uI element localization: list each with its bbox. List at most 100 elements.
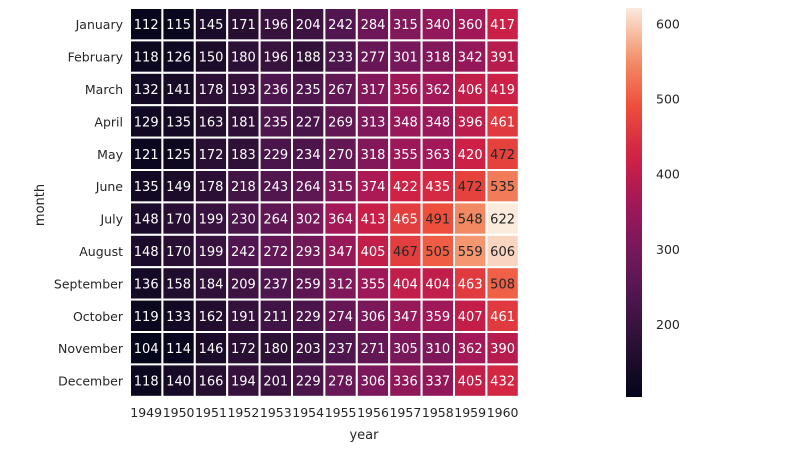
colorbar bbox=[626, 8, 642, 397]
cell-value-label: 306 bbox=[361, 375, 386, 390]
heatmap-cell bbox=[226, 39, 261, 74]
cell-value-label: 170 bbox=[166, 213, 191, 228]
cell-value-label: 209 bbox=[231, 277, 256, 292]
cell-value-label: 118 bbox=[134, 375, 159, 390]
cell-value-label: 293 bbox=[296, 245, 321, 260]
x-tick-label: 1957 bbox=[389, 405, 421, 420]
heatmap-cell bbox=[323, 71, 358, 107]
cell-value-label: 406 bbox=[458, 83, 483, 98]
heatmap-cell bbox=[485, 39, 520, 74]
cell-value-label: 404 bbox=[425, 277, 450, 292]
cell-value-label: 242 bbox=[231, 245, 256, 260]
cell-value-label: 170 bbox=[166, 245, 191, 260]
cell-value-label: 463 bbox=[458, 277, 483, 292]
cell-value-label: 236 bbox=[263, 83, 288, 98]
cell-value-label: 315 bbox=[393, 18, 418, 33]
heatmap-cell bbox=[388, 169, 423, 204]
y-tick-labels: January February March April May June July Augu… bbox=[54, 17, 124, 388]
x-tick-label: 1949 bbox=[130, 405, 162, 420]
cell-value-label: 465 bbox=[393, 213, 418, 228]
cell-value-label: 148 bbox=[134, 245, 159, 260]
cell-value-label: 359 bbox=[425, 310, 450, 325]
cell-value-label: 405 bbox=[361, 245, 386, 260]
cell-value-label: 336 bbox=[393, 375, 418, 390]
heatmap-cell bbox=[355, 298, 391, 334]
cell-value-label: 243 bbox=[263, 180, 288, 195]
x-tick-label: 1952 bbox=[227, 405, 259, 420]
heatmap-cell bbox=[323, 201, 358, 236]
y-tick-label: December bbox=[58, 374, 124, 389]
cell-value-label: 194 bbox=[231, 375, 256, 390]
cell-value-label: 259 bbox=[296, 277, 321, 292]
cell-value-label: 211 bbox=[263, 310, 288, 325]
y-tick-label: January bbox=[75, 17, 124, 32]
cell-value-label: 227 bbox=[296, 115, 321, 130]
cell-value-label: 417 bbox=[490, 18, 515, 33]
heatmap-cell bbox=[485, 169, 520, 204]
colorbar-tick-label: 400 bbox=[656, 167, 680, 182]
y-tick-label: July bbox=[100, 212, 124, 227]
heatmap-cells: 112 115 145 171 196 204 242 284 315 340 360 417 118 1… bbox=[129, 7, 520, 398]
cell-value-label: 229 bbox=[296, 375, 321, 390]
y-tick-label: April bbox=[94, 114, 123, 129]
cell-value-label: 342 bbox=[458, 51, 483, 66]
heatmap-cell bbox=[193, 266, 229, 301]
cell-value-label: 191 bbox=[231, 310, 256, 325]
x-tick-label: 1950 bbox=[163, 405, 195, 420]
cell-value-label: 362 bbox=[425, 83, 450, 98]
cell-value-label: 235 bbox=[296, 83, 321, 98]
cell-value-label: 405 bbox=[458, 375, 483, 390]
cell-value-label: 355 bbox=[393, 148, 418, 163]
colorbar-tick-label: 600 bbox=[656, 17, 680, 32]
y-tick-label: November bbox=[58, 341, 124, 356]
heatmap-cell bbox=[291, 169, 326, 204]
cell-value-label: 347 bbox=[328, 245, 353, 260]
heatmap-cell bbox=[323, 298, 358, 334]
cell-value-label: 535 bbox=[490, 180, 515, 195]
heatmap-cell bbox=[291, 331, 326, 366]
cell-value-label: 505 bbox=[425, 245, 450, 260]
cell-value-label: 404 bbox=[393, 277, 418, 292]
heatmap-cell bbox=[258, 201, 294, 236]
x-tick-label: 1954 bbox=[292, 405, 324, 420]
cell-value-label: 237 bbox=[263, 277, 288, 292]
y-tick-label: June bbox=[95, 179, 124, 194]
cell-value-label: 274 bbox=[328, 310, 353, 325]
cell-value-label: 148 bbox=[134, 213, 159, 228]
x-tick-label: 1951 bbox=[195, 405, 227, 420]
cell-value-label: 419 bbox=[490, 83, 515, 98]
heatmap-cell bbox=[291, 136, 326, 172]
cell-value-label: 356 bbox=[393, 83, 418, 98]
cell-value-label: 396 bbox=[458, 115, 483, 130]
cell-value-label: 146 bbox=[199, 342, 224, 357]
cell-value-label: 178 bbox=[199, 180, 224, 195]
cell-value-label: 432 bbox=[490, 375, 515, 390]
cell-value-label: 277 bbox=[361, 51, 386, 66]
heatmap-cell bbox=[129, 266, 164, 301]
heatmap-cell bbox=[161, 363, 196, 398]
cell-value-label: 622 bbox=[490, 213, 515, 228]
cell-value-label: 360 bbox=[458, 18, 483, 33]
cell-value-label: 184 bbox=[199, 277, 224, 292]
cell-value-label: 435 bbox=[425, 180, 450, 195]
heatmap-cell bbox=[323, 233, 358, 269]
cell-value-label: 171 bbox=[231, 18, 256, 33]
cell-value-label: 264 bbox=[296, 180, 321, 195]
cell-value-label: 235 bbox=[263, 115, 288, 130]
x-tick-label: 1958 bbox=[422, 405, 454, 420]
cell-value-label: 390 bbox=[490, 342, 515, 357]
heatmap-cell bbox=[161, 266, 196, 301]
cell-value-label: 472 bbox=[458, 180, 483, 195]
heatmap-cell bbox=[258, 39, 294, 74]
heatmap-cell bbox=[226, 233, 261, 269]
heatmap-cell bbox=[420, 363, 456, 398]
cell-value-label: 204 bbox=[296, 18, 321, 33]
cell-value-label: 391 bbox=[490, 51, 515, 66]
cell-value-label: 180 bbox=[231, 51, 256, 66]
cell-value-label: 461 bbox=[490, 115, 515, 130]
x-axis-label: year bbox=[349, 428, 379, 443]
cell-value-label: 413 bbox=[361, 213, 386, 228]
cell-value-label: 181 bbox=[231, 115, 256, 130]
cell-value-label: 112 bbox=[134, 18, 159, 33]
cell-value-label: 237 bbox=[328, 342, 353, 357]
